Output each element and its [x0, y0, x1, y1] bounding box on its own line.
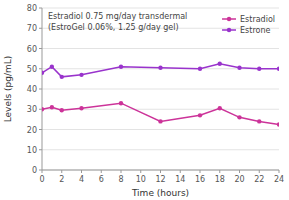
legend-marker [227, 28, 231, 32]
grid-line [42, 48, 279, 49]
point [198, 113, 202, 117]
y-tick-label: 50 [27, 65, 37, 74]
point [257, 119, 261, 123]
point [277, 67, 279, 71]
point [218, 106, 222, 110]
legend-label: Estrone [240, 26, 270, 35]
y-tick-label: 20 [27, 126, 37, 135]
y-tick-label: 30 [27, 105, 37, 114]
x-tick-label: 20 [234, 175, 244, 184]
y-tick-label: 60 [27, 45, 37, 54]
y-axis-line [42, 8, 43, 170]
x-axis-label: Time (hours) [131, 188, 189, 198]
series-line [42, 64, 279, 77]
point [79, 73, 83, 77]
point [277, 122, 279, 126]
legend-marker [227, 17, 231, 21]
axes: 01020304050607080024681012141618202224 [27, 4, 284, 184]
plot-area [42, 61, 279, 126]
legend-label: Estradiol [240, 15, 275, 24]
x-tick-label: 6 [99, 175, 104, 184]
x-axis-line [42, 170, 279, 171]
point [60, 75, 64, 79]
x-tick-label: 14 [175, 175, 185, 184]
x-tick-label: 18 [215, 175, 225, 184]
grid-line [42, 8, 279, 9]
x-tick-label: 10 [136, 175, 146, 184]
grid-line [42, 149, 279, 150]
y-axis-label: Levels (pg/mL) [3, 56, 13, 123]
grid-line [42, 89, 279, 90]
point [218, 61, 222, 65]
title: Estradiol 0.75 mg/day transdermal [48, 12, 187, 21]
point [42, 107, 44, 111]
legend: Estradiol Estrone [222, 15, 275, 35]
point [50, 105, 54, 109]
chart: 01020304050607080024681012141618202224Ti… [0, 0, 289, 200]
series-line [42, 103, 279, 124]
point [198, 67, 202, 71]
point [237, 66, 241, 70]
point [158, 66, 162, 70]
x-tick-label: 2 [59, 175, 64, 184]
grid-line [42, 129, 279, 130]
x-tick-label: 4 [79, 175, 84, 184]
y-tick-label: 80 [27, 4, 37, 13]
x-tick-label: 16 [195, 175, 205, 184]
x-tick-label: 24 [274, 175, 284, 184]
y-tick-label: 10 [27, 146, 37, 155]
point [237, 115, 241, 119]
y-tick-label: 0 [32, 166, 37, 175]
x-tick-label: 0 [39, 175, 44, 184]
subtitle: (EstroGel 0.06%, 1.25 g/day gel) [48, 23, 179, 32]
chart-container: 01020304050607080024681012141618202224Ti… [0, 0, 289, 200]
x-tick-label: 12 [155, 175, 165, 184]
point [257, 67, 261, 71]
point [119, 65, 123, 69]
grid-line [42, 170, 279, 171]
y-tick-label: 40 [27, 85, 37, 94]
point [158, 119, 162, 123]
x-tick-label: 8 [118, 175, 123, 184]
point [42, 71, 44, 75]
y-tick-label: 70 [27, 24, 37, 33]
point [50, 65, 54, 69]
point [60, 108, 64, 112]
point [119, 101, 123, 105]
point [79, 106, 83, 110]
x-tick-label: 22 [254, 175, 264, 184]
